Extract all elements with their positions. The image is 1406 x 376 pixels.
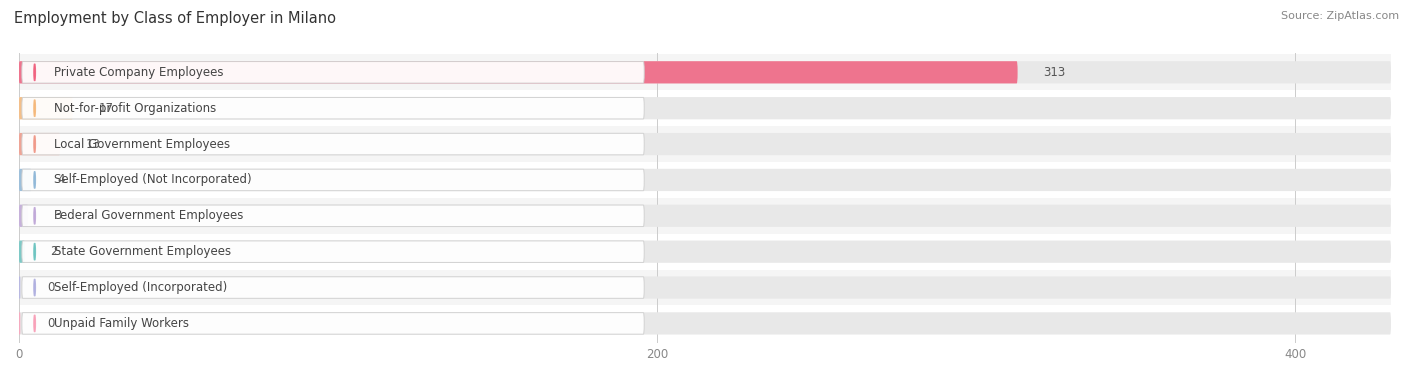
Bar: [18, 198, 1391, 234]
FancyBboxPatch shape: [18, 276, 20, 299]
Text: Source: ZipAtlas.com: Source: ZipAtlas.com: [1281, 11, 1399, 21]
Text: Self-Employed (Incorporated): Self-Employed (Incorporated): [53, 281, 226, 294]
Text: Employment by Class of Employer in Milano: Employment by Class of Employer in Milan…: [14, 11, 336, 26]
FancyBboxPatch shape: [18, 61, 1391, 83]
FancyBboxPatch shape: [18, 97, 73, 119]
FancyBboxPatch shape: [18, 169, 31, 191]
Text: Private Company Employees: Private Company Employees: [53, 66, 224, 79]
FancyBboxPatch shape: [22, 313, 644, 334]
Bar: [18, 305, 1391, 341]
Bar: [18, 126, 1391, 162]
FancyBboxPatch shape: [18, 133, 60, 155]
Text: 313: 313: [1043, 66, 1066, 79]
Circle shape: [34, 136, 35, 153]
FancyBboxPatch shape: [22, 97, 644, 119]
FancyBboxPatch shape: [22, 241, 644, 262]
FancyBboxPatch shape: [22, 277, 644, 298]
FancyBboxPatch shape: [22, 169, 644, 191]
Circle shape: [34, 171, 35, 188]
FancyBboxPatch shape: [22, 62, 644, 83]
FancyBboxPatch shape: [18, 241, 1391, 263]
Text: 2: 2: [51, 245, 58, 258]
Circle shape: [34, 100, 35, 117]
FancyBboxPatch shape: [18, 241, 25, 263]
FancyBboxPatch shape: [22, 133, 644, 155]
Text: 17: 17: [98, 102, 114, 115]
Text: Not-for-profit Organizations: Not-for-profit Organizations: [53, 102, 217, 115]
FancyBboxPatch shape: [18, 205, 1391, 227]
FancyBboxPatch shape: [18, 133, 1391, 155]
FancyBboxPatch shape: [18, 97, 1391, 119]
FancyBboxPatch shape: [18, 312, 1391, 335]
Bar: [18, 55, 1391, 90]
Circle shape: [34, 64, 35, 81]
Bar: [18, 270, 1391, 305]
Text: Local Government Employees: Local Government Employees: [53, 138, 231, 150]
FancyBboxPatch shape: [18, 169, 1391, 191]
Circle shape: [34, 279, 35, 296]
Text: 3: 3: [53, 209, 62, 222]
Circle shape: [34, 243, 35, 260]
FancyBboxPatch shape: [18, 276, 1391, 299]
Bar: [18, 162, 1391, 198]
Text: 4: 4: [58, 173, 65, 186]
Text: 0: 0: [48, 317, 55, 330]
FancyBboxPatch shape: [22, 205, 644, 227]
FancyBboxPatch shape: [18, 61, 1018, 83]
Bar: [18, 90, 1391, 126]
Text: 13: 13: [86, 138, 101, 150]
Text: Self-Employed (Not Incorporated): Self-Employed (Not Incorporated): [53, 173, 252, 186]
Text: Federal Government Employees: Federal Government Employees: [53, 209, 243, 222]
Text: 0: 0: [48, 281, 55, 294]
Circle shape: [34, 315, 35, 332]
Text: Unpaid Family Workers: Unpaid Family Workers: [53, 317, 188, 330]
Text: State Government Employees: State Government Employees: [53, 245, 231, 258]
Circle shape: [34, 207, 35, 224]
FancyBboxPatch shape: [18, 205, 28, 227]
FancyBboxPatch shape: [18, 312, 20, 335]
Bar: [18, 234, 1391, 270]
